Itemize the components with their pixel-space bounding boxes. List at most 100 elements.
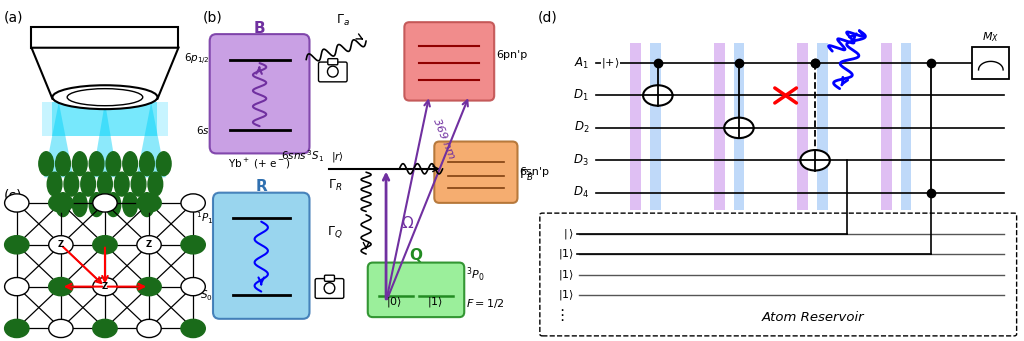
Text: $A_1$: $A_1$ [573, 56, 589, 71]
Circle shape [39, 152, 53, 176]
Circle shape [55, 152, 71, 176]
Circle shape [137, 320, 161, 338]
Text: 369 nm: 369 nm [432, 117, 457, 161]
Circle shape [181, 320, 205, 338]
Text: $6p_{1/2}$: $6p_{1/2}$ [184, 52, 210, 67]
Text: Yb$^+$ (+ e$^-$): Yb$^+$ (+ e$^-$) [228, 157, 291, 171]
Text: $\Gamma_B$: $\Gamma_B$ [519, 168, 534, 183]
Circle shape [5, 194, 29, 212]
Circle shape [137, 194, 161, 212]
Polygon shape [32, 27, 178, 48]
Bar [817, 43, 827, 210]
Text: $D_1$: $D_1$ [573, 88, 589, 103]
Circle shape [73, 152, 87, 176]
FancyBboxPatch shape [540, 213, 1017, 336]
Text: □: □ [324, 62, 342, 81]
Text: $|1\rangle$: $|1\rangle$ [558, 247, 574, 261]
Bar [733, 43, 744, 210]
Text: Q: Q [410, 248, 423, 263]
Circle shape [93, 236, 117, 254]
Text: 6pn'p: 6pn'p [496, 49, 527, 60]
Circle shape [55, 193, 71, 217]
Text: (b): (b) [203, 10, 223, 24]
Circle shape [137, 278, 161, 296]
Bar [901, 43, 911, 210]
Text: Z: Z [102, 282, 108, 291]
Text: $D_4$: $D_4$ [573, 185, 589, 200]
Text: $\Gamma_a$: $\Gamma_a$ [336, 13, 350, 28]
FancyBboxPatch shape [318, 62, 347, 82]
Circle shape [93, 320, 117, 338]
Bar [798, 43, 808, 210]
Text: $|r\rangle$: $|r\rangle$ [331, 150, 344, 164]
Text: $|0\rangle$: $|0\rangle$ [386, 295, 402, 309]
Circle shape [93, 278, 117, 296]
Circle shape [123, 193, 137, 217]
Circle shape [115, 172, 129, 196]
Bar [650, 43, 660, 210]
Circle shape [148, 172, 163, 196]
Bar [973, 47, 1010, 79]
Circle shape [106, 152, 121, 176]
Circle shape [137, 236, 161, 254]
Text: $6sns\,{}^3S_1$: $6sns\,{}^3S_1$ [282, 148, 325, 164]
Text: (d): (d) [538, 10, 557, 24]
FancyBboxPatch shape [315, 279, 344, 298]
Text: $\Gamma_Q$: $\Gamma_Q$ [327, 225, 343, 240]
Circle shape [123, 152, 137, 176]
Text: $M_X$: $M_X$ [982, 30, 999, 44]
FancyBboxPatch shape [213, 193, 309, 319]
Circle shape [73, 193, 87, 217]
Bar [714, 43, 725, 210]
Polygon shape [92, 102, 118, 177]
Circle shape [89, 152, 103, 176]
Polygon shape [44, 102, 74, 177]
FancyBboxPatch shape [210, 34, 309, 153]
Polygon shape [32, 48, 178, 99]
FancyBboxPatch shape [328, 59, 338, 65]
Text: $D_3$: $D_3$ [573, 153, 589, 168]
Ellipse shape [52, 85, 158, 109]
Circle shape [89, 193, 103, 217]
Circle shape [81, 172, 95, 196]
Bar [42, 102, 168, 136]
Text: $|1\rangle$: $|1\rangle$ [558, 288, 574, 302]
Circle shape [181, 278, 205, 296]
Text: 6sn'p: 6sn'p [519, 167, 549, 177]
Circle shape [643, 85, 673, 106]
Text: R: R [255, 179, 267, 194]
Circle shape [97, 172, 113, 196]
Circle shape [5, 236, 29, 254]
Text: $^1P_1$: $^1P_1$ [196, 210, 213, 226]
Circle shape [131, 172, 145, 196]
FancyBboxPatch shape [404, 22, 495, 101]
Circle shape [49, 320, 73, 338]
Text: $F=1/2$: $F=1/2$ [466, 297, 505, 310]
Text: $\Gamma_R$: $\Gamma_R$ [329, 178, 343, 193]
Circle shape [49, 278, 73, 296]
Text: $^3P_0$: $^3P_0$ [466, 265, 484, 284]
Ellipse shape [68, 89, 142, 106]
Circle shape [325, 283, 335, 294]
Circle shape [106, 193, 121, 217]
Text: Z: Z [146, 240, 153, 249]
Text: $|\,\rangle$: $|\,\rangle$ [563, 226, 574, 241]
Bar [881, 43, 892, 210]
Text: $D_2$: $D_2$ [573, 120, 589, 135]
Bar [631, 43, 641, 210]
Circle shape [65, 172, 79, 196]
Text: $6s$: $6s$ [196, 123, 210, 136]
FancyBboxPatch shape [325, 275, 335, 281]
Circle shape [139, 152, 155, 176]
Text: $\Omega$: $\Omega$ [401, 216, 414, 232]
Circle shape [49, 236, 73, 254]
FancyBboxPatch shape [368, 263, 464, 317]
Text: Z: Z [57, 240, 63, 249]
Text: $^1S_0$: $^1S_0$ [196, 287, 213, 303]
Bar [52, 102, 158, 136]
Circle shape [47, 172, 61, 196]
Circle shape [5, 320, 29, 338]
Circle shape [181, 236, 205, 254]
Polygon shape [136, 102, 166, 177]
Text: Atom Reservoir: Atom Reservoir [761, 311, 864, 324]
